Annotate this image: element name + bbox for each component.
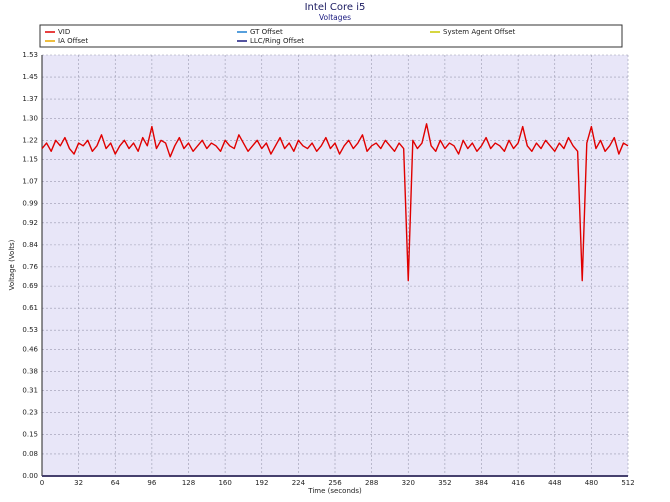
x-tick-label: 416 [511, 479, 525, 487]
y-tick-label: 0.61 [22, 304, 38, 312]
x-tick-label: 480 [585, 479, 598, 487]
x-tick-label: 160 [218, 479, 231, 487]
x-tick-label: 288 [365, 479, 378, 487]
y-tick-label: 0.31 [22, 387, 38, 395]
x-tick-label: 384 [475, 479, 489, 487]
x-tick-label: 256 [328, 479, 342, 487]
y-tick-label: 1.22 [22, 136, 38, 144]
y-tick-label: 0.92 [22, 219, 38, 227]
y-tick-label: 0.84 [22, 241, 38, 249]
y-axis-title: Voltage (Volts) [8, 239, 16, 290]
chart-title: Intel Core i5 [305, 2, 366, 13]
x-tick-label: 512 [621, 479, 634, 487]
x-axis-title: Time (seconds) [307, 487, 362, 495]
x-tick-label: 224 [292, 479, 306, 487]
y-tick-label: 0.69 [22, 282, 38, 290]
x-tick-label: 192 [255, 479, 268, 487]
y-tick-label: 1.30 [22, 114, 38, 122]
x-tick-label: 32 [74, 479, 83, 487]
legend-label: System Agent Offset [443, 28, 516, 36]
x-tick-label: 96 [147, 479, 156, 487]
y-tick-label: 0.23 [22, 409, 38, 417]
x-tick-label: 320 [402, 479, 415, 487]
y-tick-label: 1.15 [22, 156, 38, 164]
y-tick-label: 1.45 [22, 73, 38, 81]
y-tick-label: 1.07 [22, 178, 38, 186]
x-tick-label: 0 [40, 479, 44, 487]
x-tick-label: 64 [111, 479, 120, 487]
legend-label: LLC/Ring Offset [250, 37, 304, 45]
chart-subtitle: Voltages [319, 13, 351, 22]
y-tick-label: 0.00 [22, 472, 38, 480]
legend-label: GT Offset [250, 28, 283, 36]
y-tick-label: 0.53 [22, 326, 38, 334]
y-tick-label: 0.38 [22, 367, 38, 375]
legend-box [39, 24, 623, 48]
x-tick-label: 448 [548, 479, 561, 487]
y-tick-label: 0.08 [22, 450, 38, 458]
x-tick-label: 128 [182, 479, 195, 487]
y-tick-label: 1.53 [22, 51, 38, 59]
y-tick-label: 0.46 [22, 345, 38, 353]
legend-label: VID [58, 28, 70, 36]
y-tick-label: 0.76 [22, 263, 38, 271]
y-tick-label: 0.99 [22, 200, 38, 208]
plot-area [42, 55, 628, 476]
legend-label: IA Offset [58, 37, 88, 45]
x-tick-label: 352 [438, 479, 451, 487]
y-tick-label: 0.15 [22, 431, 38, 439]
data-line [41, 123, 629, 282]
y-tick-label: 1.37 [22, 95, 38, 103]
